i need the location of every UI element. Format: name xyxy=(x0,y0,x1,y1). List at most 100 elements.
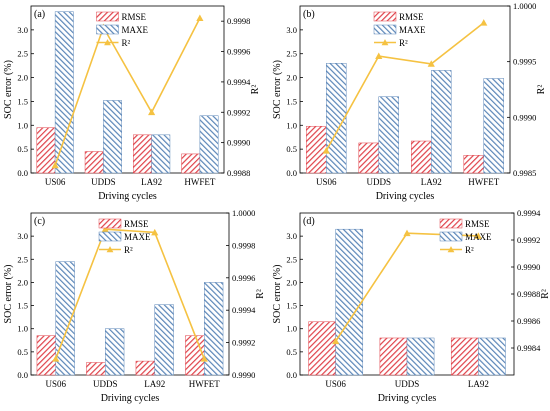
y-tick-label: 1.5 xyxy=(17,301,28,311)
x-tick-label-udds: UDDS xyxy=(366,177,391,187)
y-tick-label: 1.5 xyxy=(286,301,297,311)
y2-tick-label: 0.9990 xyxy=(227,138,250,148)
bar-maxe-la92 xyxy=(478,337,506,376)
legend-label-rmse: RMSE xyxy=(399,12,424,22)
r2-point-us06 xyxy=(51,161,59,169)
y-tick-label: 2.0 xyxy=(286,277,297,287)
y2-tick-label: 0.9996 xyxy=(232,273,255,283)
r2-point-la92 xyxy=(427,60,435,67)
y2-axis-label: R² xyxy=(540,289,550,299)
legend-label-r2: R² xyxy=(399,38,408,48)
y2-tick-label: 0.9994 xyxy=(227,77,251,87)
panel-label: (a) xyxy=(34,9,45,20)
y2-tick-label: 0.9995 xyxy=(513,57,536,67)
y2-tick-label: 0.9998 xyxy=(227,16,250,26)
y-axis-label: SOC error (%) xyxy=(272,265,283,324)
x-tick-label-us06: US06 xyxy=(316,177,337,187)
y2-tick-label: 0.9990 xyxy=(517,262,540,272)
chart-panel-3: 0.0 0.5 1.0 1.5 2.0 2.5 3.0 0.9990 0.9992 0.9994 0… xyxy=(3,208,266,404)
legend: RMSE MAXE R² xyxy=(98,218,151,255)
r2-line xyxy=(325,22,485,152)
y2-tick-label: 0.9985 xyxy=(513,168,536,178)
y-axis-label: SOC error (%) xyxy=(3,60,14,119)
bar-rmse-udds xyxy=(84,151,104,174)
y-tick-label: 0.5 xyxy=(286,347,297,357)
legend-label-maxe: MAXE xyxy=(465,232,492,242)
legend-swatch-rmse xyxy=(96,11,119,22)
y2-tick-label: 0.9990 xyxy=(513,112,536,122)
legend-swatch-maxe xyxy=(373,24,397,35)
bar-maxe-la92 xyxy=(154,304,174,376)
plot-frame xyxy=(30,5,225,174)
legend-label-maxe: MAXE xyxy=(399,25,426,35)
x-tick-label-udds: UDDS xyxy=(395,379,420,389)
x-tick-label-la92: LA92 xyxy=(141,177,162,187)
bar-rmse-la92 xyxy=(133,134,152,174)
y2-tick-label: 0.9992 xyxy=(232,338,255,348)
y-tick-label: 2.5 xyxy=(286,254,297,264)
y2-axis-label: R² xyxy=(255,289,266,299)
bar-maxe-la92 xyxy=(431,70,452,174)
y2-tick-label: 0.9994 xyxy=(232,305,256,315)
legend-swatch-r2-marker xyxy=(104,39,111,46)
y2-axis-label: R² xyxy=(536,85,547,95)
y2-tick-label: 0.9994 xyxy=(517,208,541,218)
r2-line xyxy=(55,228,205,360)
x-tick-label-hwfet: HWFET xyxy=(184,177,215,187)
panel-label: (b) xyxy=(303,9,315,20)
x-tick-label-hwfet: HWFET xyxy=(189,379,220,389)
legend-swatch-maxe xyxy=(439,231,463,242)
y2-axis-label: R² xyxy=(250,85,261,95)
r2-point-hwfet xyxy=(200,355,208,362)
y2-tick-label: 0.9988 xyxy=(517,289,540,299)
legend-swatch-rmse xyxy=(373,11,397,22)
r2-point-us06 xyxy=(322,147,330,154)
chart-panel-2: 0.0 0.5 1.0 1.5 2.0 2.5 3.0 0.9985 0.9990 0.9995 1… xyxy=(272,1,547,202)
bar-maxe-la92 xyxy=(151,134,171,174)
chart-panel-1: 0.0 0.5 1.0 1.5 2.0 2.5 3.0 0.9988 0.9990 0.9992 0… xyxy=(3,5,261,202)
r2-point-la92 xyxy=(148,108,156,116)
bar-maxe-udds xyxy=(105,328,125,376)
y-tick-label: 1.0 xyxy=(286,324,297,334)
chart-panel-4: 0.0 0.5 1.0 1.5 2.0 2.5 3.0 0.9984 0.9986 0.9988 0… xyxy=(272,208,550,404)
plot-frame xyxy=(30,212,230,376)
y-axis-label: SOC error (%) xyxy=(272,60,283,119)
legend-label-r2: R² xyxy=(122,38,131,48)
bar-maxe-hwfet xyxy=(483,78,504,174)
bar-maxe-hwfet xyxy=(199,115,219,174)
bar-rmse-us06 xyxy=(36,127,56,174)
y2-tick-label: 0.9986 xyxy=(517,316,540,326)
y-tick-label: 1.5 xyxy=(286,96,297,106)
bar-maxe-udds xyxy=(406,337,435,376)
y-tick-label: 1.5 xyxy=(17,96,28,106)
y-tick-label: 3.0 xyxy=(17,231,28,241)
y-tick-label: 2.0 xyxy=(286,73,297,83)
y-tick-label: 0.5 xyxy=(17,347,28,357)
bar-rmse-hwfet xyxy=(463,155,484,174)
y-tick-label: 0.5 xyxy=(17,144,28,154)
bar-maxe-udds xyxy=(378,96,399,174)
legend: RMSE MAXE R² xyxy=(373,11,426,48)
bar-maxe-udds xyxy=(103,100,122,174)
bar-rmse-la92 xyxy=(135,360,156,376)
x-tick-label-hwfet: HWFET xyxy=(468,177,499,187)
y-axis-label: SOC error (%) xyxy=(3,265,14,324)
y-tick-label: 2.5 xyxy=(17,254,28,264)
legend-swatch-rmse xyxy=(98,218,122,229)
y-tick-label: 0.0 xyxy=(286,168,297,178)
legend-label-r2: R² xyxy=(465,245,474,255)
r2-point-udds xyxy=(375,52,383,59)
y2-tick-label: 0.9998 xyxy=(232,240,255,250)
y-tick-label: 1.0 xyxy=(17,120,28,130)
y-tick-label: 0.0 xyxy=(286,370,297,380)
bar-rmse-hwfet xyxy=(185,335,205,376)
y-tick-label: 0.5 xyxy=(286,144,297,154)
bar-rmse-la92 xyxy=(450,337,479,376)
r2-point-us06 xyxy=(52,355,60,362)
r2-point-la92 xyxy=(151,228,159,236)
bar-rmse-udds xyxy=(358,142,379,174)
y2-tick-label: 1.0000 xyxy=(513,1,536,11)
bar-maxe-hwfet xyxy=(204,282,224,376)
r2-point-hwfet xyxy=(196,14,204,22)
